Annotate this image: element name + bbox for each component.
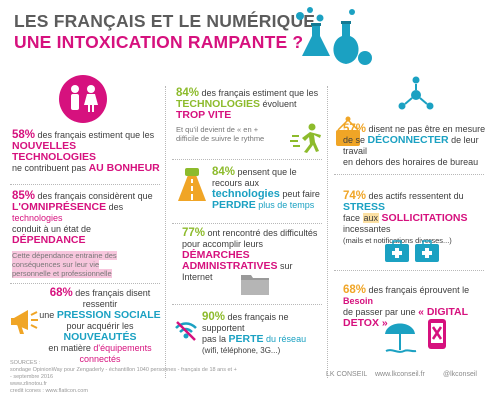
folder-icon bbox=[240, 272, 270, 296]
first-aid-kit-icon bbox=[384, 238, 440, 264]
no-wifi-icon bbox=[174, 320, 198, 342]
beach-umbrella-icon bbox=[382, 318, 418, 354]
megaphone-icon bbox=[10, 304, 40, 338]
crossed-phone-icon bbox=[426, 318, 448, 350]
car-highway-icon bbox=[174, 167, 210, 201]
sources-footer: SOURCES : sondage OpinionWay pour Zengad… bbox=[10, 360, 237, 394]
stat-58-bonheur: 58% des français estiment que les NOUVEL… bbox=[12, 129, 160, 174]
title-line-2: UNE INTOXICATION RAMPANTE ? bbox=[14, 32, 304, 52]
brand-twitter[interactable]: @lkconseil bbox=[443, 371, 477, 378]
stat-77-demarches: 77% ont rencontré des difficultés pour a… bbox=[182, 227, 318, 282]
stat-85-dependance: 85% des français considèrent que L'OMNIP… bbox=[12, 190, 153, 278]
brand-website[interactable]: www.lkconseil.fr bbox=[375, 371, 425, 378]
lab-flasks-icon bbox=[290, 6, 376, 70]
brand-name: LK CONSEIL bbox=[326, 371, 368, 378]
stat-57-deconnecter: 57% disent ne pas être en mesure de se D… bbox=[343, 123, 486, 167]
stat-84-trop-vite: 84% des français estiment que les TECHNO… bbox=[176, 87, 319, 143]
stat-84-perdre-temps: 84% pensent que le recours aux technolog… bbox=[212, 166, 320, 211]
stat-90-perte-reseau: 90% des français ne supportent pas la PE… bbox=[202, 311, 307, 355]
men-women-icon bbox=[58, 74, 108, 124]
network-nodes-icon bbox=[397, 76, 435, 116]
speed-runner-icon bbox=[290, 122, 324, 156]
title-line-1: LES FRANÇAIS ET LE NUMÉRIQUE bbox=[14, 11, 316, 31]
hanging-sign-icon bbox=[335, 116, 361, 150]
stat-68-pression-sociale: 68% des français disent ressentir une PR… bbox=[39, 287, 161, 364]
stat-68-digital-detox: 68% des français éprouvent le Besoin de … bbox=[343, 284, 470, 329]
